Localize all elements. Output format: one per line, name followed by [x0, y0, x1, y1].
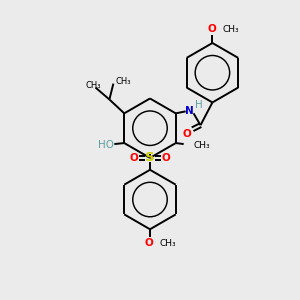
- Text: H: H: [195, 100, 203, 110]
- Text: N: N: [185, 106, 194, 116]
- Text: S: S: [145, 152, 155, 164]
- Text: CH₃: CH₃: [194, 140, 210, 149]
- Text: CH₃: CH₃: [115, 77, 131, 86]
- Text: CH₃: CH₃: [222, 25, 239, 34]
- Text: CH₃: CH₃: [86, 81, 101, 90]
- Text: O: O: [145, 238, 153, 248]
- Text: O: O: [182, 129, 191, 139]
- Text: O: O: [161, 153, 170, 163]
- Text: HO: HO: [98, 140, 114, 150]
- Text: O: O: [130, 153, 139, 163]
- Text: O: O: [207, 24, 216, 34]
- Text: CH₃: CH₃: [160, 238, 176, 247]
